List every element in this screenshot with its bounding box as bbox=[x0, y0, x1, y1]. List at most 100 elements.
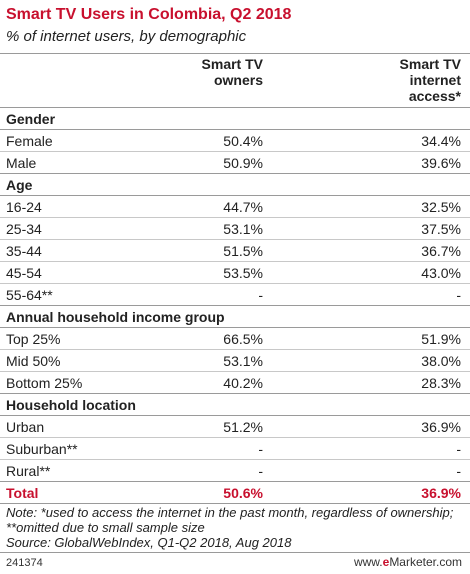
internet-access-value: 32.5% bbox=[421, 199, 461, 215]
row-divider bbox=[0, 151, 470, 152]
internet-access-value: 51.9% bbox=[421, 331, 461, 347]
row-divider bbox=[0, 481, 470, 482]
owners-value: 66.5% bbox=[223, 331, 263, 347]
table-row: 25-34 53.1% 37.5% bbox=[0, 218, 470, 240]
row-label: 55-64** bbox=[6, 287, 53, 303]
column-header-owners-line: owners bbox=[213, 72, 263, 88]
owners-value: 40.2% bbox=[223, 375, 263, 391]
section-header-row: Gender bbox=[0, 108, 470, 130]
column-header-access-line: Smart TV bbox=[399, 56, 461, 72]
row-divider bbox=[0, 217, 470, 218]
internet-access-value: 43.0% bbox=[421, 265, 461, 281]
table-row: Urban 51.2% 36.9% bbox=[0, 416, 470, 438]
row-label: Top 25% bbox=[6, 331, 61, 347]
owners-value: - bbox=[258, 441, 263, 457]
section-header-row: Household location bbox=[0, 394, 470, 416]
column-header-internet-access: Smart TV internet access* bbox=[400, 56, 461, 104]
row-divider bbox=[0, 195, 470, 196]
row-label: 16-24 bbox=[6, 199, 42, 215]
table-row: 55-64** - - bbox=[0, 284, 470, 306]
owners-value: 51.5% bbox=[223, 243, 263, 259]
emarketer-logo: www.eMarketer.com bbox=[354, 555, 462, 569]
column-header-access-line: internet bbox=[409, 72, 461, 88]
internet-access-value: 36.9% bbox=[421, 419, 461, 435]
section-label: Gender bbox=[6, 111, 56, 127]
owners-value: 50.9% bbox=[223, 155, 263, 171]
row-divider bbox=[0, 371, 470, 372]
row-label: Male bbox=[6, 155, 37, 171]
row-divider bbox=[0, 261, 470, 262]
row-label: Total bbox=[6, 485, 39, 501]
row-divider bbox=[0, 129, 470, 130]
internet-access-value: - bbox=[456, 441, 461, 457]
source-text: Source: GlobalWebIndex, Q1-Q2 2018, Aug … bbox=[6, 535, 292, 550]
column-header-owners: Smart TV owners bbox=[202, 56, 263, 88]
column-header-access-line: access* bbox=[408, 88, 461, 104]
row-label: Female bbox=[6, 133, 53, 149]
internet-access-value: 34.4% bbox=[421, 133, 461, 149]
row-divider bbox=[0, 349, 470, 350]
row-label: Suburban** bbox=[6, 441, 78, 457]
owners-value: 53.1% bbox=[223, 221, 263, 237]
owners-value: 50.4% bbox=[223, 133, 263, 149]
table-row: Mid 50% 53.1% 38.0% bbox=[0, 350, 470, 372]
internet-access-value: 39.6% bbox=[421, 155, 461, 171]
row-divider bbox=[0, 459, 470, 460]
row-divider bbox=[0, 503, 470, 504]
row-label: Urban bbox=[6, 419, 45, 435]
chart-id: 241374 bbox=[6, 557, 43, 569]
table-row: Top 25% 66.5% 51.9% bbox=[0, 328, 470, 350]
row-label: 25-34 bbox=[6, 221, 42, 237]
section-label: Household location bbox=[6, 397, 136, 413]
internet-access-value: 28.3% bbox=[421, 375, 461, 391]
internet-access-value: 36.9% bbox=[421, 485, 461, 501]
row-divider bbox=[0, 239, 470, 240]
chart-subtitle: % of internet users, by demographic bbox=[6, 28, 247, 45]
note-text: Note: *used to access the internet in th… bbox=[6, 505, 454, 535]
brand-rest: Marketer.com bbox=[389, 555, 462, 569]
table-row: Rural** - - bbox=[0, 460, 470, 482]
section-header-row: Age bbox=[0, 174, 470, 196]
table-row: Male 50.9% 39.6% bbox=[0, 152, 470, 174]
section-header-row: Annual household income group bbox=[0, 306, 470, 328]
header-bottom-rule bbox=[0, 107, 470, 108]
owners-value: - bbox=[258, 463, 263, 479]
row-label: Bottom 25% bbox=[6, 375, 83, 391]
internet-access-value: - bbox=[456, 463, 461, 479]
row-label: 35-44 bbox=[6, 243, 42, 259]
chart-notes: Note: *used to access the internet in th… bbox=[6, 505, 462, 550]
owners-value: - bbox=[258, 287, 263, 303]
footer-rule bbox=[0, 552, 470, 553]
row-label: 45-54 bbox=[6, 265, 42, 281]
table-row: 45-54 53.5% 43.0% bbox=[0, 262, 470, 284]
brand-prefix: www. bbox=[353, 555, 383, 569]
header-top-rule bbox=[0, 53, 470, 54]
table-row: 35-44 51.5% 36.7% bbox=[0, 240, 470, 262]
internet-access-value: 37.5% bbox=[421, 221, 461, 237]
brand-accent: e bbox=[382, 555, 390, 569]
owners-value: 51.2% bbox=[223, 419, 263, 435]
chart-title: Smart TV Users in Colombia, Q2 2018 bbox=[6, 6, 292, 23]
row-divider bbox=[0, 327, 470, 328]
owners-value: 44.7% bbox=[223, 199, 263, 215]
table-row: Female 50.4% 34.4% bbox=[0, 130, 470, 152]
owners-value: 50.6% bbox=[223, 485, 263, 501]
total-row: Total 50.6% 36.9% bbox=[0, 482, 470, 504]
row-divider bbox=[0, 437, 470, 438]
section-label: Age bbox=[6, 177, 33, 193]
row-divider bbox=[0, 283, 470, 284]
owners-value: 53.5% bbox=[223, 265, 263, 281]
internet-access-value: 38.0% bbox=[421, 353, 461, 369]
row-divider bbox=[0, 415, 470, 416]
row-label: Rural** bbox=[6, 463, 51, 479]
owners-value: 53.1% bbox=[223, 353, 263, 369]
table-row: 16-24 44.7% 32.5% bbox=[0, 196, 470, 218]
row-label: Mid 50% bbox=[6, 353, 61, 369]
internet-access-value: 36.7% bbox=[421, 243, 461, 259]
internet-access-value: - bbox=[456, 287, 461, 303]
table-row: Bottom 25% 40.2% 28.3% bbox=[0, 372, 470, 394]
column-header-owners-line: Smart TV bbox=[201, 56, 263, 72]
row-divider bbox=[0, 393, 470, 394]
row-divider bbox=[0, 173, 470, 174]
